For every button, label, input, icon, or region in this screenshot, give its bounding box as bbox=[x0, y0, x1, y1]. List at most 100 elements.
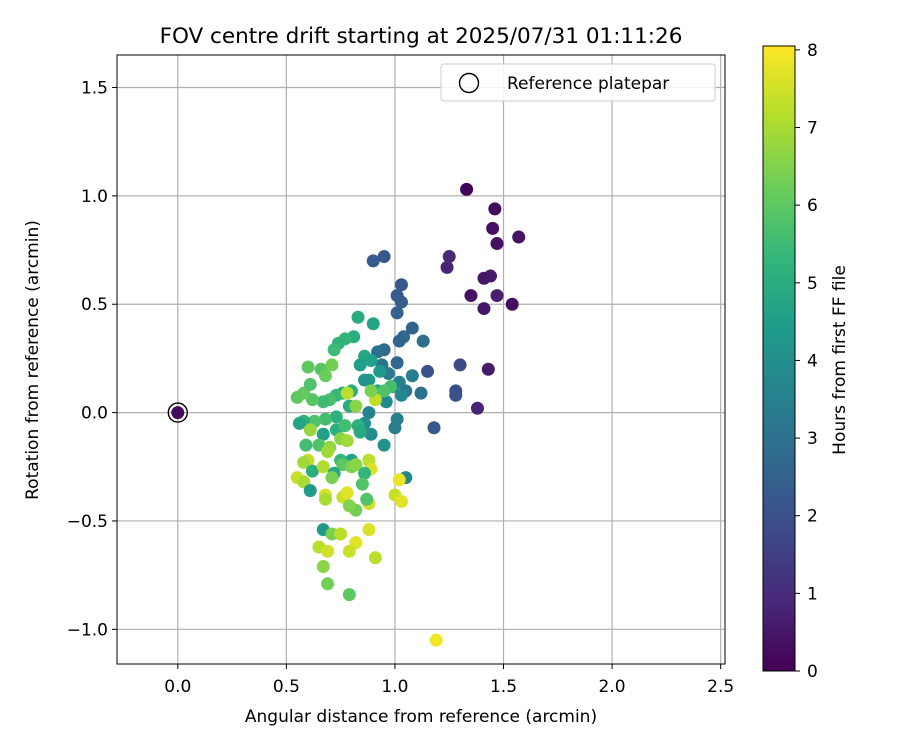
colorbar-tick-label: 8 bbox=[807, 41, 818, 61]
data-point bbox=[340, 386, 354, 400]
data-point bbox=[338, 419, 352, 433]
data-point bbox=[377, 384, 391, 398]
data-point bbox=[394, 388, 408, 402]
data-point bbox=[321, 544, 335, 558]
data-point bbox=[364, 354, 378, 368]
data-point bbox=[390, 306, 404, 320]
y-tick-label: 0.0 bbox=[81, 404, 108, 424]
x-tick-label: 0.5 bbox=[273, 677, 300, 697]
data-point bbox=[377, 438, 391, 452]
grid bbox=[117, 55, 725, 664]
data-point bbox=[327, 343, 341, 357]
data-point bbox=[505, 297, 519, 311]
data-point bbox=[486, 221, 500, 235]
x-axis-label: Angular distance from reference (arcmin) bbox=[245, 707, 597, 727]
legend-box bbox=[440, 63, 716, 102]
data-point bbox=[427, 421, 441, 435]
data-point bbox=[353, 358, 367, 372]
data-point bbox=[355, 477, 369, 491]
y-tick-label: 1.5 bbox=[81, 79, 108, 99]
data-point bbox=[388, 421, 402, 435]
data-point bbox=[405, 321, 419, 335]
legend-entry: Reference platepar bbox=[507, 74, 669, 94]
colorbar: 0 1 2 3 4 5 6 7 8 Hours from first FF file bbox=[762, 41, 850, 682]
data-point bbox=[329, 410, 343, 424]
data-point bbox=[290, 390, 304, 404]
data-point bbox=[377, 250, 391, 264]
x-tick-label: 2.0 bbox=[599, 677, 626, 697]
y-tick-label: −1.0 bbox=[67, 620, 108, 640]
data-point bbox=[373, 364, 387, 378]
data-point bbox=[325, 471, 339, 485]
data-point bbox=[362, 523, 376, 537]
data-point bbox=[321, 577, 335, 591]
plot-frame bbox=[116, 54, 726, 665]
colorbar-ticks: 0 1 2 3 4 5 6 7 8 bbox=[795, 41, 818, 682]
x-tick-label: 1.0 bbox=[381, 677, 408, 697]
data-point bbox=[318, 492, 332, 506]
legend-marker-icon bbox=[458, 72, 480, 94]
data-point bbox=[416, 334, 430, 348]
data-point bbox=[394, 295, 408, 309]
colorbar-tick-label: 0 bbox=[807, 662, 818, 682]
colorbar-tick-label: 3 bbox=[807, 429, 818, 449]
y-tick-label: 1.0 bbox=[81, 187, 108, 207]
colorbar-tick-label: 1 bbox=[807, 584, 818, 604]
data-point bbox=[414, 386, 428, 400]
colorbar-tick-label: 7 bbox=[807, 119, 818, 139]
data-point bbox=[481, 362, 495, 376]
data-point bbox=[321, 445, 335, 459]
data-point bbox=[305, 464, 319, 478]
colorbar-gradient bbox=[763, 46, 795, 671]
data-point bbox=[360, 492, 374, 506]
data-point bbox=[349, 399, 363, 413]
x-axis-ticks: 0.0 0.5 1.0 1.5 2.0 2.5 bbox=[164, 664, 734, 697]
data-point bbox=[325, 358, 339, 372]
data-point bbox=[316, 427, 330, 441]
data-point bbox=[366, 254, 380, 268]
data-point bbox=[316, 460, 330, 474]
data-point bbox=[318, 412, 332, 426]
colorbar-tick-label: 6 bbox=[807, 196, 818, 216]
data-point bbox=[394, 494, 408, 508]
data-point bbox=[379, 395, 393, 409]
data-point bbox=[340, 486, 354, 500]
data-point bbox=[421, 364, 435, 378]
data-point bbox=[453, 358, 467, 372]
colorbar-tick-label: 5 bbox=[807, 274, 818, 294]
data-point bbox=[477, 271, 491, 285]
data-point bbox=[342, 544, 356, 558]
colorbar-frame bbox=[762, 45, 796, 672]
x-tick-label: 1.5 bbox=[490, 677, 517, 697]
data-point bbox=[429, 633, 443, 647]
data-point bbox=[477, 302, 491, 316]
data-point bbox=[299, 438, 313, 452]
colorbar-tick-label: 4 bbox=[807, 351, 818, 371]
colorbar-label: Hours from first FF file bbox=[830, 265, 850, 455]
legend: Reference platepar bbox=[440, 63, 716, 102]
data-point bbox=[334, 527, 348, 541]
y-axis-ticks: −1.0 −0.5 0.0 0.5 1.0 1.5 bbox=[67, 79, 117, 640]
data-point bbox=[351, 310, 365, 324]
data-point bbox=[316, 559, 330, 573]
data-point bbox=[301, 360, 315, 374]
data-point bbox=[449, 388, 463, 402]
x-tick-label: 0.0 bbox=[164, 677, 191, 697]
data-point bbox=[464, 289, 478, 303]
y-tick-label: −0.5 bbox=[67, 512, 108, 532]
data-point bbox=[297, 455, 311, 469]
data-point bbox=[512, 230, 526, 244]
data-points bbox=[290, 182, 526, 647]
x-tick-label: 2.5 bbox=[707, 677, 734, 697]
data-point bbox=[303, 423, 317, 437]
data-point bbox=[362, 406, 376, 420]
data-point bbox=[392, 473, 406, 487]
data-point bbox=[490, 289, 504, 303]
data-point bbox=[342, 499, 356, 513]
data-point bbox=[303, 484, 317, 498]
data-point bbox=[318, 369, 332, 383]
data-point bbox=[342, 588, 356, 602]
data-point bbox=[349, 458, 363, 472]
data-point bbox=[405, 369, 419, 383]
colorbar-tick-label: 2 bbox=[807, 507, 818, 527]
